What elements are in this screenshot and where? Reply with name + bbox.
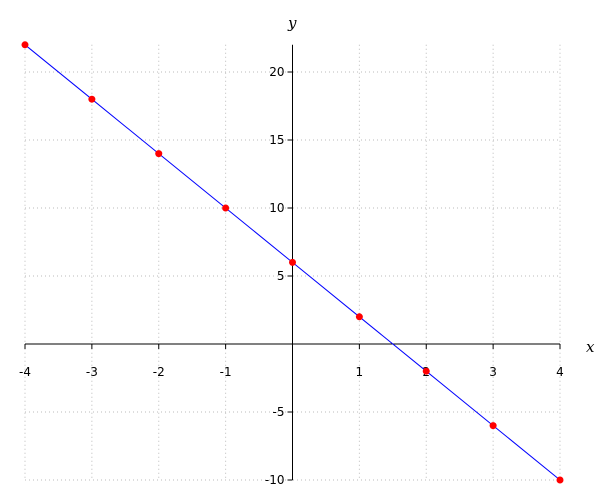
y-tick-label: 5 — [277, 269, 285, 283]
y-tick-label: 10 — [269, 201, 284, 215]
x-tick-label: 3 — [489, 365, 497, 379]
x-tick-label: -1 — [220, 365, 232, 379]
data-point — [556, 476, 564, 484]
grid — [24, 44, 561, 481]
data-point — [422, 367, 430, 375]
data-point — [88, 95, 96, 103]
y-tick-label: -5 — [273, 405, 285, 419]
x-tick-label: -2 — [153, 365, 165, 379]
data-point — [222, 204, 230, 212]
data-point — [489, 422, 497, 430]
x-tick-label: -3 — [86, 365, 98, 379]
y-axis-label: y — [287, 14, 297, 32]
x-tick-label: 1 — [356, 365, 364, 379]
x-tick-label: -4 — [19, 365, 31, 379]
data-point — [355, 313, 363, 321]
y-tick-label: -10 — [265, 473, 285, 487]
y-tick-label: 20 — [269, 65, 284, 79]
x-tick-label: 4 — [556, 365, 564, 379]
data-point — [289, 258, 296, 266]
x-axis-label: x — [586, 338, 595, 356]
data-point — [21, 41, 29, 49]
data-point — [155, 150, 163, 158]
y-tick-label: 15 — [269, 133, 284, 147]
series — [21, 41, 564, 484]
